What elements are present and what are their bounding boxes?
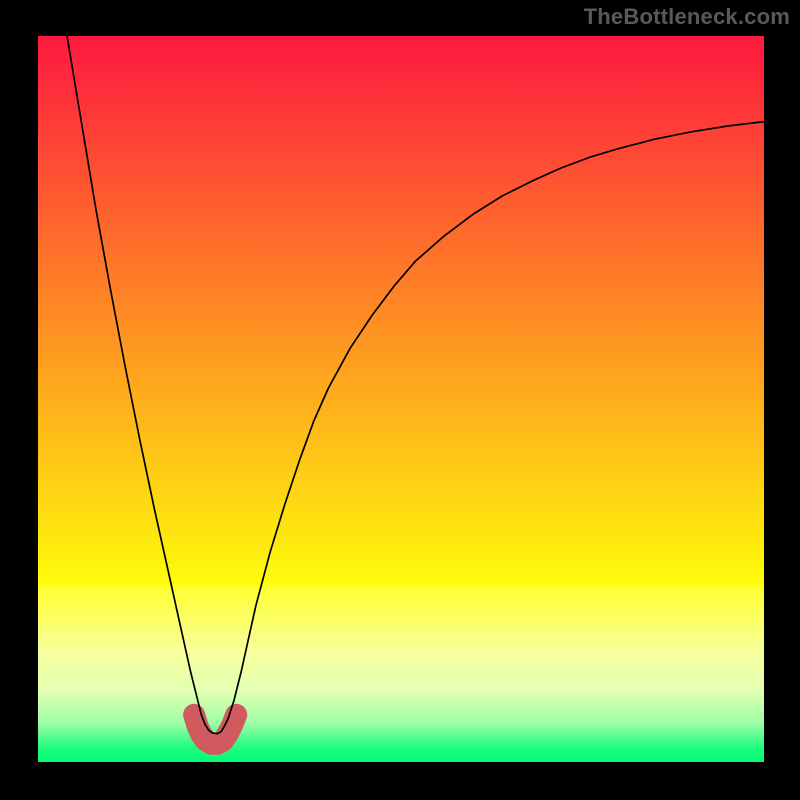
plot-svg [38, 36, 764, 762]
chart-container: TheBottleneck.com [0, 0, 800, 800]
plot-area [38, 36, 764, 762]
gradient-background [38, 36, 764, 762]
watermark-text: TheBottleneck.com [584, 4, 790, 30]
